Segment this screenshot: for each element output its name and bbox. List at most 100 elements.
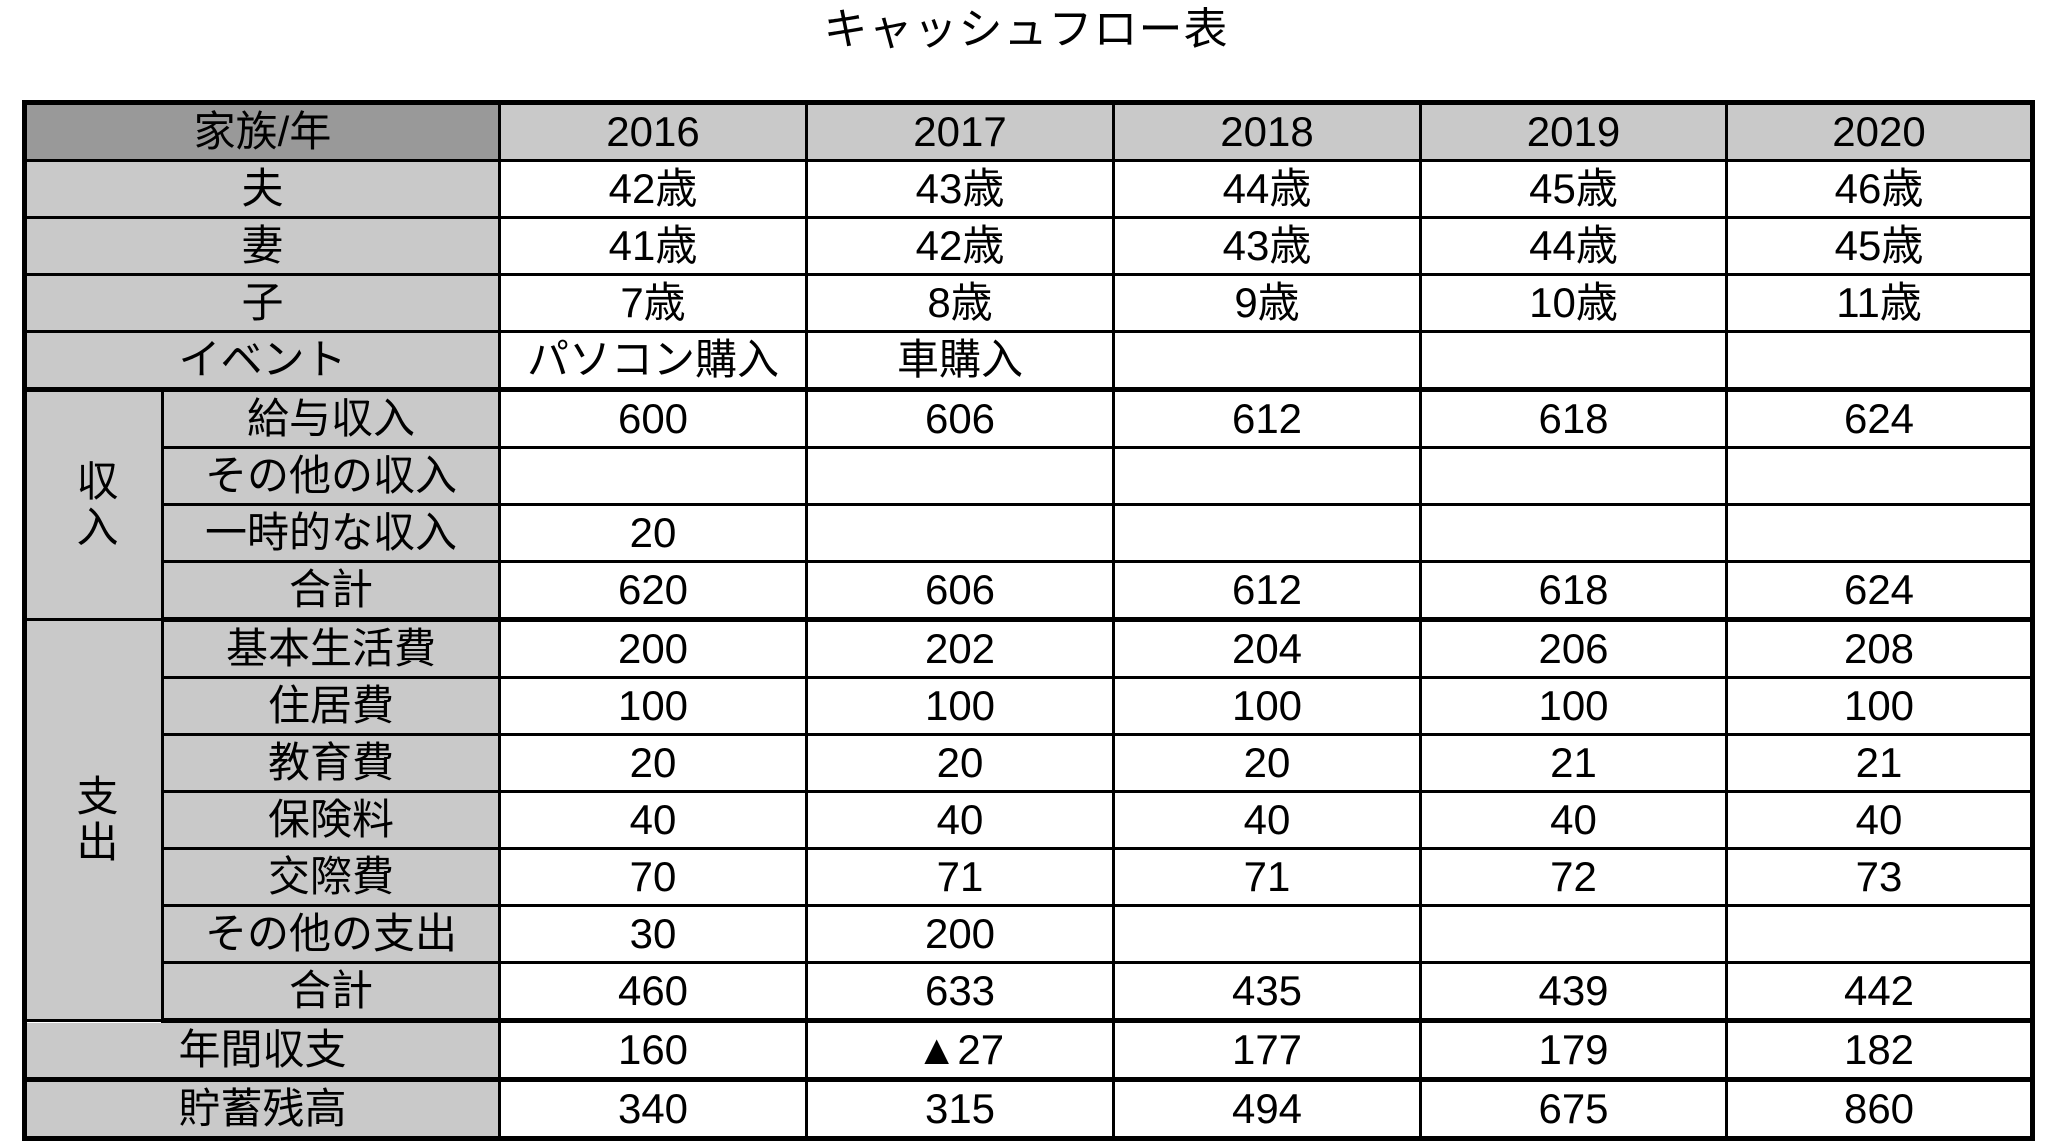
value-cell: 43歳 (1112, 216, 1423, 276)
value-cell (1112, 446, 1423, 506)
value-cell: 40 (1112, 790, 1423, 850)
year-header: 2016 (498, 101, 809, 162)
value-cell: 860 (1725, 1078, 2035, 1140)
row-temporary-income: 一時的な収入 20 (25, 503, 2035, 563)
value-cell: 606 (805, 388, 1116, 449)
value-cell: 46歳 (1725, 159, 2035, 219)
value-cell (1725, 904, 2035, 964)
value-cell: 72 (1419, 847, 1729, 907)
value-cell: 71 (805, 847, 1116, 907)
value-cell: 70 (498, 847, 809, 907)
value-cell: 620 (498, 560, 809, 622)
value-cell: 179 (1419, 1019, 1729, 1082)
value-cell: 100 (805, 676, 1116, 736)
row-label: 交際費 (160, 847, 502, 907)
value-cell: パソコン購入 (498, 330, 809, 392)
value-cell: 42歳 (805, 216, 1116, 276)
row-label: 年間収支 (22, 1019, 502, 1082)
value-cell: 633 (805, 961, 1116, 1023)
value-cell: 494 (1112, 1078, 1423, 1140)
value-cell: 182 (1725, 1019, 2035, 1082)
value-cell: 204 (1112, 618, 1423, 679)
value-cell: 40 (1419, 790, 1729, 850)
value-cell: 200 (498, 618, 809, 679)
value-cell: 71 (1112, 847, 1423, 907)
value-cell: ▲27 (805, 1019, 1116, 1082)
value-cell: 100 (498, 676, 809, 736)
row-label: 合計 (160, 961, 502, 1023)
value-cell: 442 (1725, 961, 2035, 1023)
row-label: 基本生活費 (160, 618, 502, 679)
group-label-income: 収入 (23, 388, 164, 621)
row-housing: 住居費 100 100 100 100 100 (25, 676, 2035, 736)
value-cell: 435 (1112, 961, 1423, 1023)
value-cell (1725, 330, 2035, 392)
row-label: 貯蓄残高 (22, 1078, 502, 1140)
value-cell: 10歳 (1419, 273, 1729, 333)
value-cell: 200 (805, 904, 1116, 964)
value-cell: 21 (1419, 733, 1729, 793)
value-cell (1419, 446, 1729, 506)
row-social-expense: 交際費 70 71 71 72 73 (25, 847, 2035, 907)
value-cell: 45歳 (1419, 159, 1729, 219)
value-cell (805, 503, 1116, 563)
row-other-income: その他の収入 (25, 446, 2035, 506)
row-label: その他の収入 (160, 446, 502, 506)
value-cell: 11歳 (1725, 273, 2035, 333)
value-cell: 600 (498, 388, 809, 449)
value-cell (498, 446, 809, 506)
value-cell: 21 (1725, 733, 2035, 793)
row-basic-living: 支出 基本生活費 200 202 204 206 208 (23, 618, 2035, 1022)
row-label: 給与収入 (160, 388, 502, 449)
value-cell (1112, 904, 1423, 964)
value-cell (1419, 330, 1729, 392)
value-cell: 30 (498, 904, 809, 964)
row-label: その他の支出 (160, 904, 502, 964)
row-child: 子 7歳 8歳 9歳 10歳 11歳 (22, 273, 2035, 333)
value-cell (1112, 503, 1423, 563)
value-cell: 624 (1725, 560, 2035, 622)
value-cell: 73 (1725, 847, 2035, 907)
group-label-expense: 支出 (23, 618, 164, 1022)
value-cell: 100 (1725, 676, 2035, 736)
row-label: 一時的な収入 (160, 503, 502, 563)
row-husband: 夫 42歳 43歳 44歳 45歳 46歳 (22, 159, 2035, 219)
row-expense-total: 合計 460 633 435 439 442 (25, 961, 2035, 1023)
year-header: 2020 (1725, 101, 2035, 162)
value-cell: 206 (1419, 618, 1729, 679)
value-cell: 340 (498, 1078, 809, 1140)
value-cell: 44歳 (1112, 159, 1423, 219)
value-cell: 202 (805, 618, 1116, 679)
row-label: 教育費 (160, 733, 502, 793)
value-cell: 160 (498, 1019, 809, 1082)
value-cell: 100 (1419, 676, 1729, 736)
value-cell: 42歳 (498, 159, 809, 219)
row-label: 合計 (160, 560, 502, 622)
corner-header: 家族/年 (22, 101, 502, 162)
row-income-total: 合計 620 606 612 618 624 (25, 560, 2035, 622)
value-cell: 315 (805, 1078, 1116, 1140)
row-other-expense: その他の支出 30 200 (25, 904, 2035, 964)
cashflow-table: 家族/年 2016 2017 2018 2019 2020 夫 42歳 43歳 … (22, 100, 2036, 1141)
header-row: 家族/年 2016 2017 2018 2019 2020 (22, 101, 2035, 162)
value-cell (805, 446, 1116, 506)
value-cell: 41歳 (498, 216, 809, 276)
row-label: 子 (22, 273, 502, 333)
value-cell: 460 (498, 961, 809, 1023)
value-cell: 7歳 (498, 273, 809, 333)
value-cell: 40 (805, 790, 1116, 850)
value-cell: 624 (1725, 388, 2035, 449)
value-cell: 612 (1112, 388, 1423, 449)
row-annual-balance: 年間収支 160 ▲27 177 179 182 (22, 1019, 2035, 1082)
value-cell (1112, 330, 1423, 392)
value-cell: 40 (1725, 790, 2035, 850)
row-label: 保険料 (160, 790, 502, 850)
value-cell: 606 (805, 560, 1116, 622)
value-cell: 177 (1112, 1019, 1423, 1082)
row-label: 住居費 (160, 676, 502, 736)
row-event: イベント パソコン購入 車購入 (22, 330, 2035, 392)
row-label: 妻 (22, 216, 502, 276)
value-cell: 618 (1419, 388, 1729, 449)
value-cell: 44歳 (1419, 216, 1729, 276)
value-cell (1419, 904, 1729, 964)
